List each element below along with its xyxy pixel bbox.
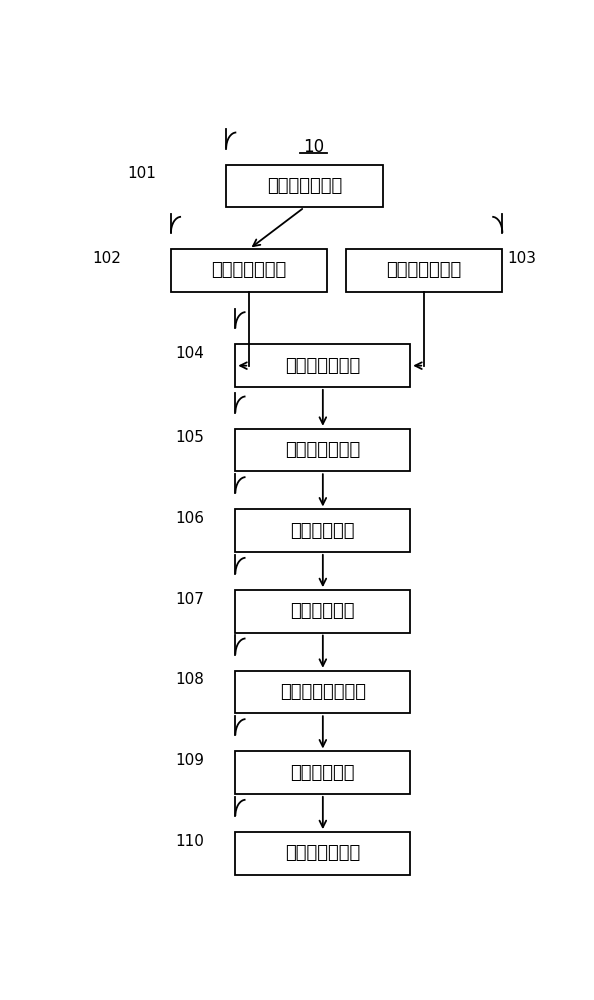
Bar xyxy=(235,429,410,471)
Text: 102: 102 xyxy=(93,251,122,266)
Bar xyxy=(235,751,410,794)
Bar xyxy=(171,249,327,292)
Bar xyxy=(235,509,410,552)
Text: 10: 10 xyxy=(303,138,324,156)
Text: 伪器件生成模块: 伪器件生成模块 xyxy=(387,261,462,279)
Text: 信号线连接模块: 信号线连接模块 xyxy=(285,844,361,862)
Bar xyxy=(235,671,410,713)
Text: 第二计算模块: 第二计算模块 xyxy=(290,602,355,620)
Text: 104: 104 xyxy=(176,346,204,361)
Text: 层次值计算模块: 层次值计算模块 xyxy=(267,177,342,195)
Text: 第三计算模块: 第三计算模块 xyxy=(290,764,355,782)
Text: 101: 101 xyxy=(127,166,156,181)
Text: 第一计算模块: 第一计算模块 xyxy=(290,522,355,540)
Text: 105: 105 xyxy=(176,430,204,445)
Bar xyxy=(235,344,410,387)
Text: 约束图生成模块: 约束图生成模块 xyxy=(285,441,361,459)
Text: 103: 103 xyxy=(507,251,536,266)
Text: 110: 110 xyxy=(176,834,204,849)
Bar xyxy=(346,249,503,292)
Text: 108: 108 xyxy=(176,672,204,687)
Bar xyxy=(226,165,383,207)
Bar xyxy=(235,590,410,633)
Bar xyxy=(235,832,410,875)
Text: 排序值计算模块: 排序值计算模块 xyxy=(211,261,287,279)
Text: 109: 109 xyxy=(176,753,204,768)
Text: 106: 106 xyxy=(176,511,204,526)
Text: 排序图生成模块: 排序图生成模块 xyxy=(285,357,361,375)
Text: 107: 107 xyxy=(176,592,204,607)
Text: 纵向线轨分配模块: 纵向线轨分配模块 xyxy=(280,683,366,701)
